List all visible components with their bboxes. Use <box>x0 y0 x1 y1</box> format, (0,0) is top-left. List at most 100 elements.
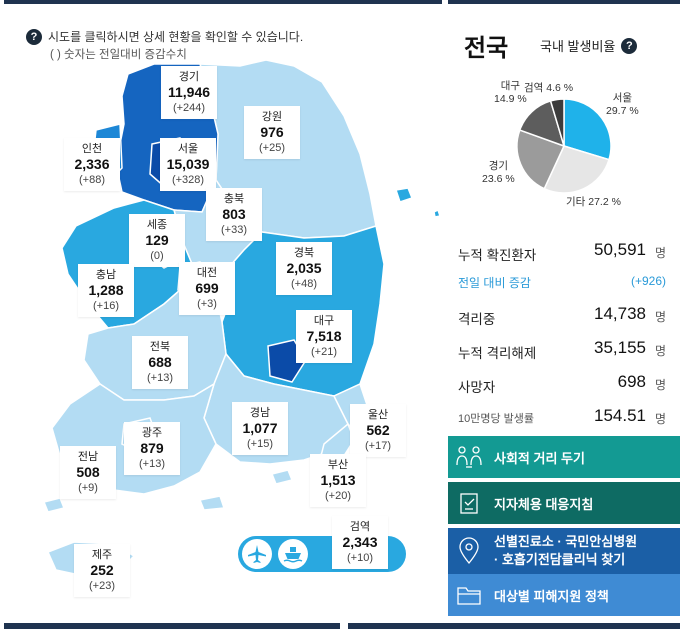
region-value: 129 <box>145 232 169 248</box>
region-value: 15,039 <box>166 156 210 172</box>
region-label-ulsan[interactable]: 울산 562 (+17) <box>350 404 406 457</box>
bottom-border-left <box>4 623 340 629</box>
button-label: 선별진료소 · 국민안심병원 · 호흡기전담클리닉 찾기 <box>494 533 637 569</box>
region-diff: (+16) <box>93 300 119 312</box>
pie-slice-4 <box>549 98 565 147</box>
region-label-chungnam[interactable]: 충남 1,288 (+16) <box>78 264 134 317</box>
island-south-3 <box>270 469 294 485</box>
region-label-sejong[interactable]: 세종 129 (0) <box>129 214 185 267</box>
stat-label: 누적 확진환자 <box>458 248 537 263</box>
region-label-quarantine[interactable]: 검역 2,343 (+10) <box>332 516 388 569</box>
region-label-chungbuk[interactable]: 충북 803 (+33) <box>206 188 262 241</box>
stat-unit: 명 <box>654 344 666 358</box>
region-value: 803 <box>222 206 246 222</box>
region-name: 광주 <box>141 427 163 439</box>
region-value: 976 <box>260 124 284 140</box>
region-name: 대구 <box>313 315 335 327</box>
button-label: 사회적 거리 두기 <box>494 450 585 466</box>
region-diff: (+88) <box>79 174 105 186</box>
region-label-gwangju[interactable]: 광주 879 (+13) <box>124 422 180 475</box>
help-icon[interactable]: ? <box>26 29 42 45</box>
region-name: 인천 <box>81 143 103 155</box>
region-diff: (+10) <box>347 552 373 564</box>
stat-label: 10만명당 발생률 <box>458 413 535 425</box>
stat-value: 35,155 <box>594 338 646 357</box>
island-south-2 <box>198 495 226 511</box>
bottom-border-right <box>348 623 680 629</box>
region-diff: (+244) <box>172 102 206 114</box>
stat-label: 누적 격리해제 <box>458 346 537 361</box>
region-label-seoul[interactable]: 서울 15,039 (+328) <box>160 138 216 191</box>
region-label-gyeongbuk[interactable]: 경북 2,035 (+48) <box>276 242 332 295</box>
region-value: 562 <box>366 422 390 438</box>
region-diff: (+15) <box>247 438 273 450</box>
region-value: 7,518 <box>306 328 342 344</box>
island-south-1 <box>42 497 66 513</box>
summary-title: 전국 <box>464 35 509 62</box>
button-label-line2: · 호흡기전담클리닉 찾기 <box>494 552 626 567</box>
region-label-busan[interactable]: 부산 1,513 (+20) <box>310 454 366 507</box>
region-diff: (+328) <box>171 174 205 186</box>
button-label: 지자체용 대응지침 <box>494 496 594 512</box>
stat-value: 50,591 <box>594 240 646 259</box>
stat-unit: 명 <box>654 412 666 426</box>
help-icon[interactable]: ? <box>621 37 638 54</box>
region-diff: (0) <box>150 250 164 262</box>
incidence-pie-chart <box>516 98 612 194</box>
pie-label-other: 기타 27.2 % <box>566 196 621 208</box>
region-diff: (+13) <box>139 458 165 470</box>
damage-support-policy-button[interactable]: 대상별 피해지원 정책 <box>448 574 680 616</box>
region-name: 대전 <box>196 267 218 279</box>
region-name: 경남 <box>249 407 271 419</box>
social-distancing-button[interactable]: 사회적 거리 두기 <box>448 436 680 478</box>
region-value: 688 <box>148 354 172 370</box>
region-label-daejeon[interactable]: 대전 699 (+3) <box>179 262 235 315</box>
top-border-right <box>448 0 680 4</box>
region-label-gangwon[interactable]: 강원 976 (+25) <box>244 106 300 159</box>
summary-panel: 전국 국내 발생비율 ? 서울 29.7 % 기타 27.2 % 경기 23.6 %… <box>448 4 680 616</box>
incidence-ratio-label: 국내 발생비율 <box>540 39 616 54</box>
region-label-daegu[interactable]: 대구 7,518 (+21) <box>296 310 352 363</box>
region-diff: (+21) <box>311 346 337 358</box>
region-value: 1,288 <box>88 282 124 298</box>
stat-row-deaths: 사망자 698 명 <box>458 368 666 402</box>
region-value: 11,946 <box>167 84 211 100</box>
region-diff: (+23) <box>89 580 115 592</box>
stat-row-released: 누적 격리해제 35,155 명 <box>458 334 666 368</box>
region-label-jeonbuk[interactable]: 전북 688 (+13) <box>132 336 188 389</box>
top-border-left <box>4 0 442 4</box>
region-value: 252 <box>90 562 114 578</box>
region-diff: (+13) <box>147 372 173 384</box>
stat-value: 698 <box>617 372 646 391</box>
stat-unit: 명 <box>654 246 666 260</box>
region-name: 부산 <box>327 459 349 471</box>
checklist-icon <box>454 488 484 518</box>
stat-value: 14,738 <box>594 304 646 323</box>
region-name: 서울 <box>177 143 199 155</box>
region-label-incheon[interactable]: 인천 2,336 (+88) <box>64 138 120 191</box>
region-label-jeju[interactable]: 제주 252 (+23) <box>74 544 130 597</box>
region-label-gyeonggi[interactable]: 경기 11,946 (+244) <box>161 66 217 119</box>
stat-label: 사망자 <box>458 380 496 395</box>
stat-unit: 명 <box>654 310 666 324</box>
region-name: 충북 <box>223 193 245 205</box>
local-gov-guideline-button[interactable]: 지자체용 대응지침 <box>448 482 680 524</box>
people-distance-icon <box>454 442 484 472</box>
location-pin-icon <box>454 536 484 566</box>
pie-label-gyeonggi: 경기 23.6 % <box>482 160 515 185</box>
region-value: 1,077 <box>242 420 278 436</box>
map-panel: ? 시도를 클릭하시면 상세 현황을 확인할 수 있습니다. ( ) 숫자는 전… <box>4 4 442 616</box>
region-value: 2,035 <box>286 260 322 276</box>
region-name: 울산 <box>367 409 389 421</box>
stat-value: 154.51 <box>594 406 646 425</box>
region-label-gyeongnam[interactable]: 경남 1,077 (+15) <box>232 402 288 455</box>
region-label-jeonnam[interactable]: 전남 508 (+9) <box>60 446 116 499</box>
stat-row-confirmed: 누적 확진환자 50,591 명 <box>458 236 666 270</box>
region-diff: (+25) <box>259 142 285 154</box>
stat-label: 격리중 <box>458 312 496 327</box>
stat-value: (+926) <box>630 274 666 288</box>
clinic-finder-button[interactable]: 선별진료소 · 국민안심병원 · 호흡기전담클리닉 찾기 <box>448 528 680 574</box>
stat-row-daily-change: 전일 대비 증감 (+926) <box>458 270 666 300</box>
region-name: 전북 <box>149 341 171 353</box>
stats-list: 누적 확진환자 50,591 명 전일 대비 증감 (+926) 격리중 14,… <box>458 236 666 436</box>
